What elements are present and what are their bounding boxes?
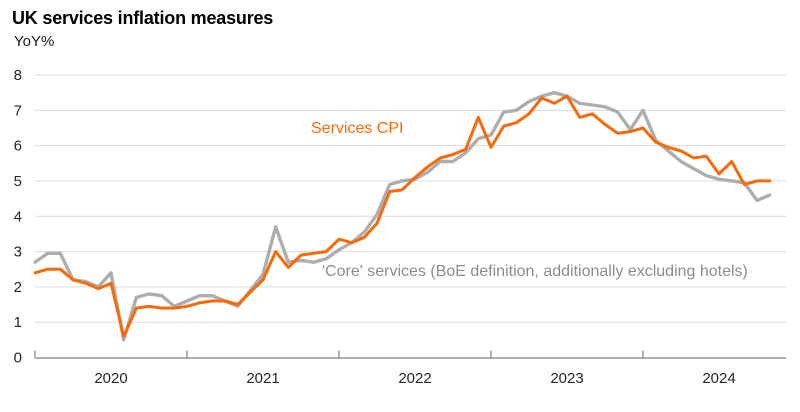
x-axis-label-2023: 2023 [550, 370, 583, 387]
chart-title: UK services inflation measures [12, 8, 274, 28]
x-axis [34, 350, 786, 359]
core-services-line [33, 90, 772, 342]
y-axis-label-3: 3 [14, 244, 22, 261]
series-label-services-cpi: Services CPI [311, 120, 403, 137]
x-axis-label-2021: 2021 [246, 370, 279, 387]
series-lines [33, 90, 772, 342]
services-cpi-line [33, 94, 772, 338]
y-axis-tick-labels: 0 1 2 3 4 5 6 7 8 [14, 67, 22, 367]
y-axis-label-0: 0 [14, 350, 22, 367]
y-axis-label-6: 6 [14, 138, 22, 155]
series-label-core-services: 'Core' services (BoE definition, additio… [322, 263, 748, 280]
y-axis-unit-label: YoY% [14, 33, 55, 50]
y-axis-label-5: 5 [14, 173, 22, 190]
y-axis-label-8: 8 [14, 67, 22, 84]
y-axis-label-1: 1 [14, 314, 22, 331]
gridlines [35, 74, 786, 323]
x-axis-label-2024: 2024 [702, 370, 735, 387]
y-axis-label-4: 4 [14, 208, 22, 225]
x-axis-label-2022: 2022 [398, 370, 431, 387]
x-axis-label-2020: 2020 [94, 370, 127, 387]
y-axis-label-7: 7 [14, 102, 22, 119]
x-axis-tick-labels: 2020 2021 2022 2023 2024 [94, 370, 735, 387]
series-labels: Services CPI 'Core' services (BoE definit… [311, 120, 748, 280]
y-axis-label-2: 2 [14, 279, 22, 296]
